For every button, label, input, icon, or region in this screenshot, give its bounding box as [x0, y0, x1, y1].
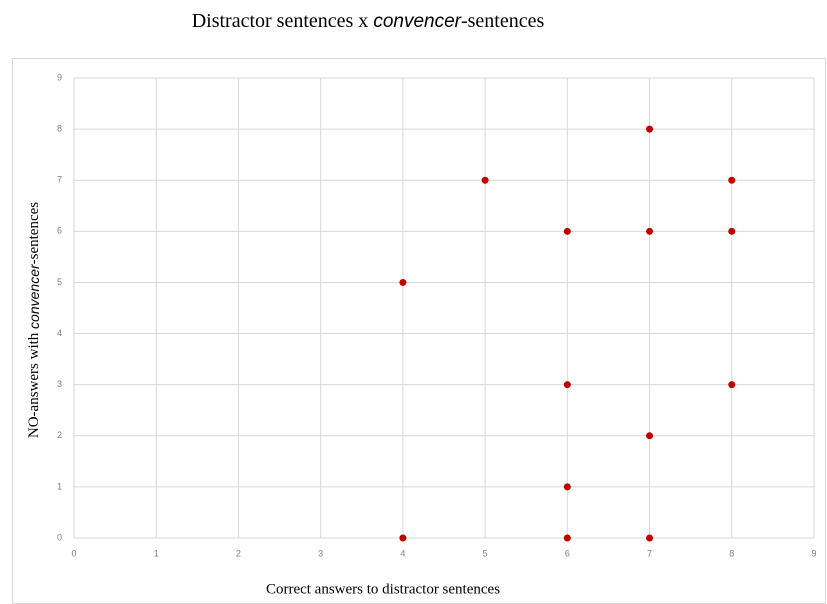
point [646, 432, 654, 440]
y-label-part: -sentences [26, 202, 42, 265]
chart-border [12, 58, 826, 604]
y-tick-label: 6 [57, 226, 62, 236]
title-part: -sentences [461, 10, 545, 32]
point [646, 125, 654, 133]
y-label-part: convencer [26, 263, 42, 329]
point [563, 483, 571, 491]
title-part: Distractor sentences x [192, 10, 374, 32]
point [563, 534, 571, 542]
y-tick-label: 7 [57, 175, 62, 185]
point [728, 176, 736, 184]
x-axis-label: Correct answers to distractor sentences [266, 581, 500, 597]
point [563, 381, 571, 389]
y-tick-label: 0 [57, 532, 62, 542]
y-axis-label: NO-answers with convencer-sentences [26, 202, 43, 438]
x-tick-label: 8 [729, 548, 734, 558]
y-tick-label: 4 [57, 328, 62, 338]
y-tick-label: 3 [57, 379, 62, 389]
point [399, 278, 407, 286]
title-part: convencer [373, 11, 461, 32]
chart-title: Distractor sentences x convencer-sentenc… [192, 10, 545, 32]
point [728, 227, 736, 235]
y-tick-label: 2 [57, 430, 62, 440]
x-tick-label: 4 [400, 548, 405, 558]
point [646, 227, 654, 235]
x-tick-label: 9 [811, 548, 816, 558]
x-tick-label: 1 [154, 548, 159, 558]
x-tick-label: 6 [565, 548, 570, 558]
point [481, 176, 489, 184]
point [399, 534, 407, 542]
point [728, 381, 736, 389]
point [646, 534, 654, 542]
x-tick-label: 5 [483, 548, 488, 558]
x-tick-label: 2 [236, 548, 241, 558]
y-tick-label: 9 [57, 72, 62, 82]
y-tick-label: 8 [57, 123, 62, 133]
point [563, 227, 571, 235]
x-tick-label: 3 [318, 548, 323, 558]
x-tick-label: 0 [71, 548, 76, 558]
y-tick-label: 1 [57, 481, 62, 491]
y-tick-label: 5 [57, 277, 62, 287]
y-label-part: NO-answers with [26, 329, 42, 438]
x-tick-label: 7 [647, 548, 652, 558]
